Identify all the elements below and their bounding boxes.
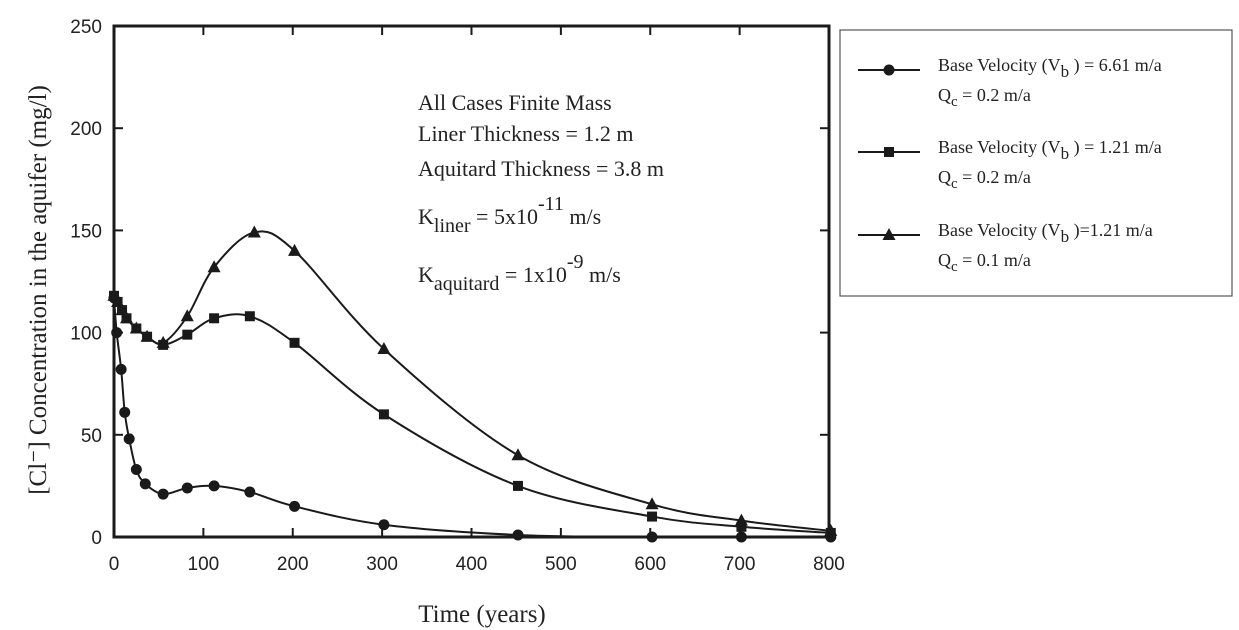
x-tick-label: 800 (813, 554, 845, 575)
legend-entry-line2: Qc = 0.2 m/a (938, 167, 1031, 192)
data-point-square (289, 337, 300, 348)
series-line-circle (113, 297, 831, 539)
data-point-circle (646, 531, 658, 543)
data-point-triangle (645, 497, 659, 510)
data-point-square (512, 480, 523, 491)
legend-box (839, 29, 1233, 297)
data-point-circle (289, 500, 301, 512)
legend-entry-line1: Base Velocity (Vb ) = 1.21 m/a (938, 137, 1162, 163)
series-square (109, 290, 836, 538)
data-point-triangle (288, 243, 302, 256)
legend-entry-line1: Base Velocity (Vb )=1.21 m/a (938, 220, 1153, 246)
legend-entry-line2: Qc = 0.2 m/a (938, 85, 1031, 110)
annotation-line-3: Aquitard Thickness = 3.8 m (418, 156, 664, 181)
data-point-circle (208, 480, 220, 492)
data-point-triangle (180, 309, 194, 322)
series-line-square (113, 295, 831, 534)
data-point-triangle (140, 329, 154, 342)
y-tick-label: 250 (70, 17, 102, 38)
data-point-square (209, 313, 220, 324)
data-point-square (182, 329, 193, 340)
data-point-triangle (824, 523, 838, 536)
data-point-square (736, 521, 747, 532)
data-point-circle (157, 488, 169, 500)
y-tick-label: 0 (91, 528, 102, 549)
data-point-triangle (207, 260, 221, 273)
data-point-circle (115, 363, 127, 375)
data-point-circle (119, 406, 131, 418)
series-circle (108, 292, 837, 543)
annotation-line-2: Liner Thickness = 1.2 m (418, 121, 633, 146)
data-point-circle (735, 531, 747, 543)
y-tick-label: 150 (70, 221, 102, 242)
x-tick-label: 500 (545, 554, 577, 575)
data-point-triangle (111, 294, 125, 307)
legend-marker-square (884, 147, 894, 157)
legend-marker-circle (883, 64, 895, 76)
data-point-circle (378, 519, 390, 531)
legend-marker-triangle (882, 228, 896, 240)
data-point-square (244, 311, 255, 322)
legend-entry-line2: Qc = 0.1 m/a (938, 250, 1031, 275)
data-point-triangle (129, 321, 143, 334)
data-point-triangle (120, 311, 134, 324)
x-tick-label: 0 (109, 554, 120, 575)
data-point-triangle (156, 335, 170, 348)
series-triangle (107, 225, 838, 536)
data-point-circle (123, 433, 135, 445)
y-tick-label: 200 (70, 119, 102, 140)
data-point-square (378, 409, 389, 420)
legend-entry-line1: Base Velocity (Vb ) = 6.61 m/a (938, 55, 1162, 81)
data-point-square (647, 511, 658, 522)
data-point-circle (130, 464, 142, 476)
data-point-triangle (511, 448, 525, 461)
annotation-k-liner: Kliner = 5x10-11 m/s (418, 193, 601, 237)
data-point-circle (512, 529, 524, 541)
annotation-line-1: All Cases Finite Mass (418, 90, 612, 115)
annotation-k-aquitard: Kaquitard = 1x10-9 m/s (418, 251, 621, 295)
x-tick-label: 300 (366, 554, 398, 575)
x-axis-label: Time (years) (418, 601, 546, 628)
data-point-circle (244, 486, 256, 498)
x-tick-label: 700 (724, 554, 756, 575)
y-axis-label: [Cl⁻] Concentration in the aquifer (mg/l… (25, 85, 52, 495)
data-point-circle (139, 478, 151, 490)
x-tick-label: 600 (634, 554, 666, 575)
y-tick-label: 100 (70, 324, 102, 345)
x-tick-label: 100 (188, 554, 220, 575)
x-tick-label: 400 (456, 554, 488, 575)
data-point-triangle (115, 303, 129, 316)
data-point-triangle (247, 225, 261, 238)
data-point-circle (181, 482, 193, 494)
data-point-triangle (377, 341, 391, 354)
y-tick-label: 50 (81, 426, 102, 447)
x-tick-label: 200 (277, 554, 309, 575)
data-point-circle (111, 327, 123, 339)
data-point-triangle (734, 513, 748, 526)
